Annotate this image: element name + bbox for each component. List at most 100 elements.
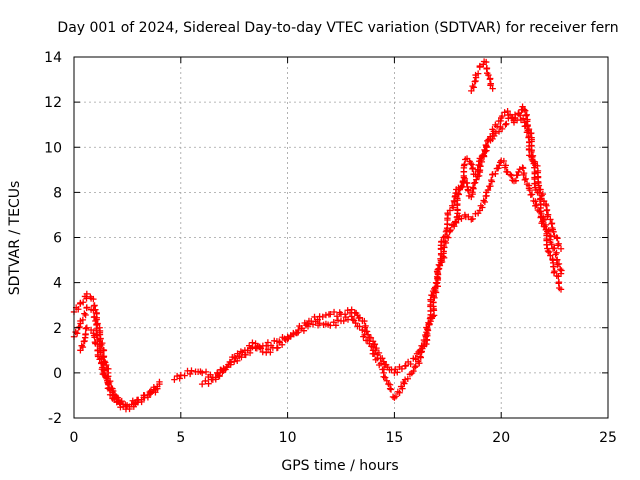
data-point <box>492 129 500 137</box>
data-point <box>380 358 387 365</box>
data-point <box>314 316 321 323</box>
data-point <box>327 311 334 318</box>
data-point <box>348 313 355 320</box>
y-tick-label: 12 <box>44 95 62 111</box>
y-tick-label: 4 <box>53 276 62 292</box>
y-tick-label: 14 <box>44 50 62 66</box>
data-point <box>92 317 99 325</box>
data-point <box>525 133 533 140</box>
data-point <box>531 174 538 181</box>
data-point <box>391 394 398 401</box>
data-point <box>437 251 445 259</box>
series-trace-e <box>198 103 565 388</box>
data-point <box>525 146 533 154</box>
x-tick-label: 20 <box>492 430 510 446</box>
data-point <box>205 380 212 387</box>
data-point <box>528 191 536 198</box>
data-point <box>220 365 227 372</box>
data-point <box>537 195 544 202</box>
data-point <box>375 349 383 357</box>
data-point <box>123 402 131 409</box>
data-point <box>480 197 487 204</box>
data-point <box>441 233 449 240</box>
data-point <box>492 170 499 178</box>
data-point <box>547 252 554 259</box>
data-point <box>437 257 445 264</box>
data-point <box>474 70 482 77</box>
data-point <box>555 278 563 286</box>
data-point <box>102 374 110 381</box>
data-point <box>100 369 107 377</box>
data-point <box>557 245 565 252</box>
data-point <box>105 381 112 389</box>
data-point <box>373 344 380 352</box>
data-point <box>75 306 82 313</box>
data-point <box>555 260 563 268</box>
data-point <box>470 180 478 187</box>
data-point <box>465 187 472 194</box>
x-tick-label: 0 <box>70 430 79 446</box>
data-point <box>543 206 551 214</box>
data-point <box>520 169 528 177</box>
y-tick-label: -2 <box>48 411 62 427</box>
data-point <box>111 394 118 401</box>
data-point <box>81 310 88 317</box>
data-point <box>386 385 394 392</box>
data-point <box>436 262 443 269</box>
data-point <box>547 216 554 223</box>
data-point <box>426 320 433 327</box>
data-point <box>461 161 468 168</box>
data-point <box>551 267 558 275</box>
data-point <box>198 380 206 388</box>
data-point <box>330 308 338 316</box>
data-point <box>550 263 557 270</box>
data-point <box>274 344 281 351</box>
data-point <box>434 275 441 282</box>
data-point <box>432 279 440 286</box>
data-point <box>521 107 529 114</box>
data-point <box>156 380 163 388</box>
data-point <box>419 343 427 350</box>
data-point <box>383 377 390 384</box>
data-point <box>370 350 378 358</box>
data-point <box>356 314 364 321</box>
data-point <box>523 111 530 118</box>
data-point <box>78 342 85 349</box>
data-point <box>91 302 98 309</box>
data-point <box>481 198 489 206</box>
data-point <box>501 109 508 116</box>
series-trace-g <box>451 110 565 293</box>
y-tick-label: 8 <box>53 185 62 201</box>
data-point <box>371 340 379 348</box>
data-point <box>249 339 256 346</box>
data-point <box>327 322 334 329</box>
data-point <box>434 266 442 273</box>
data-point <box>470 185 477 192</box>
data-point <box>469 164 477 172</box>
data-point <box>485 71 492 79</box>
data-point <box>488 178 496 185</box>
data-point <box>171 376 178 383</box>
data-point <box>428 292 436 299</box>
data-point <box>432 289 440 296</box>
data-point <box>362 322 369 330</box>
data-point <box>435 261 443 268</box>
data-point <box>83 304 91 311</box>
data-point <box>236 353 243 360</box>
data-point <box>535 189 543 196</box>
data-point <box>500 157 508 165</box>
data-point <box>460 174 468 181</box>
chart-title: Day 001 of 2024, Sidereal Day-to-day VTE… <box>57 20 618 36</box>
data-point <box>379 355 386 362</box>
data-point <box>425 319 432 326</box>
data-point <box>73 330 81 337</box>
data-point <box>534 167 542 175</box>
series-trace-f <box>468 58 496 95</box>
data-point <box>412 362 419 370</box>
data-point <box>537 213 545 220</box>
data-point <box>147 389 155 397</box>
data-point <box>128 401 135 408</box>
y-tick-label: 10 <box>44 140 62 156</box>
data-point <box>404 375 411 382</box>
data-point <box>100 347 107 354</box>
